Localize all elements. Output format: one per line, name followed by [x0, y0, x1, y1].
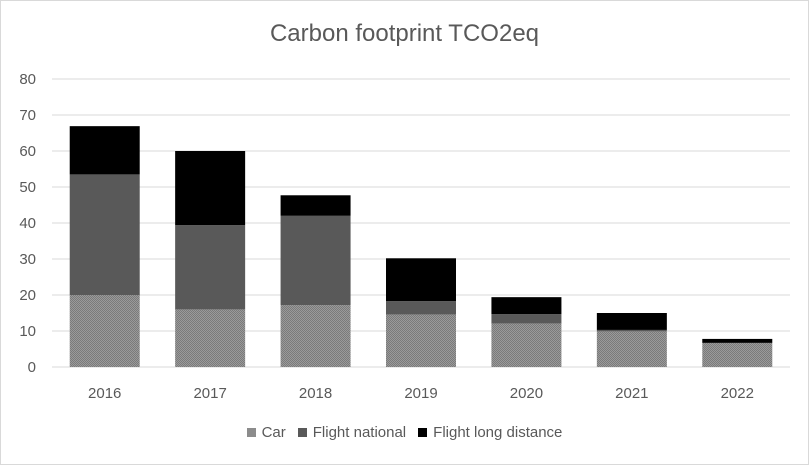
bar-segment-flight-long-distance: [702, 338, 773, 343]
x-tick-label: 2019: [404, 385, 437, 402]
bar-segment-flight-national: [596, 329, 667, 332]
bar-segment-flight-national: [491, 314, 562, 324]
y-tick-label: 40: [19, 215, 36, 232]
x-tick-label: 2021: [615, 385, 648, 402]
x-tick-label: 2016: [88, 385, 121, 402]
x-tick-label: 2017: [193, 385, 226, 402]
bar-segment-flight-long-distance: [596, 313, 667, 330]
chart-title: Carbon footprint TCO2eq: [269, 20, 540, 47]
legend-label: Car: [261, 424, 286, 441]
y-tick-label: 50: [19, 179, 36, 196]
bar-segment-flight-national: [386, 301, 456, 315]
legend-item: Flight national: [297, 424, 407, 441]
x-tick-label: 2018: [299, 385, 332, 402]
bar-segment-car: [280, 305, 351, 367]
bar-segment-car: [702, 342, 773, 367]
y-tick-label: 70: [19, 107, 36, 124]
y-tick-label: 0: [28, 359, 36, 376]
legend-label: Flight national: [312, 424, 407, 441]
legend-swatch: [297, 428, 307, 437]
bar-segment-flight-national: [175, 225, 246, 310]
legend-item: Flight long distance: [418, 424, 562, 441]
y-tick-label: 60: [19, 143, 36, 160]
y-tick-label: 30: [19, 251, 36, 268]
bar-segment-flight-long-distance: [386, 258, 456, 302]
bar-segment-flight-national: [280, 215, 351, 306]
bar-segment-car: [491, 323, 562, 367]
bar-segment-flight-long-distance: [69, 126, 140, 175]
y-tick-label: 20: [19, 287, 36, 304]
y-tick-label: 10: [19, 323, 36, 340]
y-tick-label: 80: [19, 71, 36, 88]
bar-segment-car: [69, 295, 140, 367]
bar-segment-car: [175, 309, 246, 367]
legend-swatch: [418, 428, 428, 437]
legend-swatch: [246, 428, 256, 437]
legend: Car Flight national Flight long distance: [0, 424, 809, 441]
x-tick-label: 2020: [510, 385, 543, 402]
bar-segment-car: [386, 314, 456, 367]
x-tick-label: 2022: [721, 385, 754, 402]
bar-segment-flight-long-distance: [491, 297, 562, 315]
bar-segment-flight-national: [69, 174, 140, 295]
bar-segment-flight-long-distance: [280, 195, 351, 216]
legend-label: Flight long distance: [433, 424, 563, 441]
bar-segment-car: [596, 331, 667, 367]
legend-item: Car: [246, 424, 286, 441]
bar-segment-flight-long-distance: [175, 151, 246, 226]
